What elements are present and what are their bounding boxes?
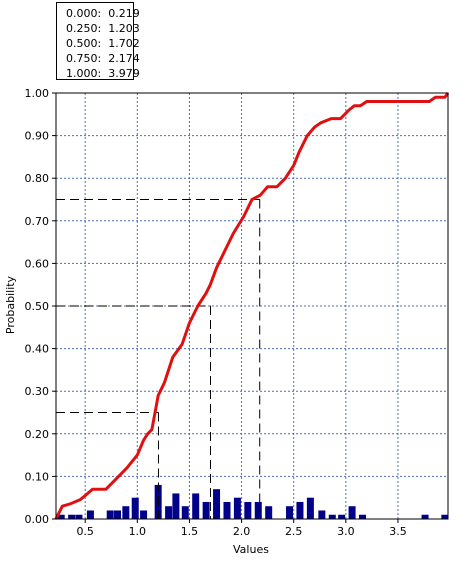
- x-axis-title: Values: [233, 543, 269, 556]
- histogram-bar: [192, 493, 200, 519]
- quantile-summary-box: 0.000: 0.219 0.250: 1.203 0.500: 1.702 0…: [56, 2, 140, 81]
- histogram-bar: [296, 501, 304, 519]
- histogram-bar: [114, 510, 122, 519]
- quantile-prob: 0.750:: [66, 52, 102, 65]
- histogram-bar: [75, 514, 83, 519]
- quantile-prob: 0.500:: [66, 37, 102, 50]
- y-tick-label: 0.80: [25, 172, 50, 185]
- histogram-bar: [86, 510, 94, 519]
- histogram-bar: [338, 514, 346, 519]
- quantile-value: 3.979: [108, 67, 140, 80]
- quantile-prob: 0.250:: [66, 22, 102, 35]
- quantile-value: 1.203: [108, 22, 140, 35]
- quantile-row-3: 0.750: 2.174: [66, 51, 140, 66]
- quantile-row-0: 0.000: 0.219: [66, 6, 140, 21]
- x-tick-label: 2.5: [285, 525, 303, 538]
- histogram-bar: [213, 489, 221, 519]
- histogram-bar: [306, 497, 314, 519]
- quantile-value: 0.219: [108, 7, 140, 20]
- quantile-prob: 1.000:: [66, 67, 102, 80]
- histogram-bar: [140, 510, 148, 519]
- y-axis-title: Probability: [4, 275, 17, 334]
- quantile-value: 2.174: [108, 52, 140, 65]
- histogram-bar: [244, 501, 252, 519]
- quantile-value: 1.702: [108, 37, 140, 50]
- y-tick-label: 0.90: [25, 130, 50, 143]
- histogram-bar: [165, 506, 173, 519]
- histogram-bar: [223, 501, 231, 519]
- y-tick-label: 0.70: [25, 215, 50, 228]
- y-tick-label: 1.00: [25, 87, 50, 100]
- histogram-bar: [106, 510, 114, 519]
- histogram-bar: [202, 501, 210, 519]
- histogram-bar: [328, 514, 336, 519]
- x-ticks: 0.5 1.0 1.5 2.0 2.5 3.0 3.5: [76, 519, 407, 538]
- x-tick-label: 1.5: [181, 525, 199, 538]
- quantile-prob: 0.000:: [66, 7, 102, 20]
- quantile-row-1: 0.250: 1.203: [66, 21, 140, 36]
- quantile-row-2: 0.500: 1.702: [66, 36, 140, 51]
- y-tick-label: 0.40: [25, 343, 50, 356]
- histogram-bar: [421, 514, 429, 519]
- histogram-bar: [254, 501, 262, 519]
- y-tick-label: 0.50: [25, 300, 50, 313]
- histogram-bar: [131, 497, 139, 519]
- histogram-bar: [348, 506, 356, 519]
- y-tick-label: 0.60: [25, 257, 50, 270]
- x-tick-label: 1.0: [129, 525, 147, 538]
- cdf-line-group: [54, 92, 450, 520]
- y-tick-label: 0.00: [25, 513, 50, 526]
- cdf-line: [54, 92, 450, 520]
- y-tick-label: 0.10: [25, 470, 50, 483]
- x-tick-label: 3.0: [337, 525, 355, 538]
- histogram-bar: [122, 506, 130, 519]
- histogram-bar: [172, 493, 180, 519]
- x-tick-label: 2.0: [233, 525, 251, 538]
- histogram-bars: [57, 484, 449, 519]
- histogram-bar: [286, 506, 294, 519]
- histogram-bar: [265, 506, 273, 519]
- histogram-bar: [233, 497, 241, 519]
- histogram-bar: [57, 514, 65, 519]
- histogram-bar: [318, 510, 326, 519]
- quantile-row-4: 1.000: 3.979: [66, 66, 140, 81]
- y-ticks: 0.00 0.10 0.20 0.30 0.40 0.50 0.60 0.70 0.80 0.90…: [25, 87, 56, 526]
- y-tick-label: 0.30: [25, 385, 50, 398]
- x-tick-label: 3.5: [389, 525, 407, 538]
- x-tick-label: 0.5: [76, 525, 94, 538]
- histogram-bar: [68, 514, 76, 519]
- histogram-bar: [181, 506, 189, 519]
- quantile-guides: [56, 199, 261, 519]
- y-tick-label: 0.20: [25, 428, 50, 441]
- histogram-bar: [359, 514, 367, 519]
- histogram-bar: [441, 514, 449, 519]
